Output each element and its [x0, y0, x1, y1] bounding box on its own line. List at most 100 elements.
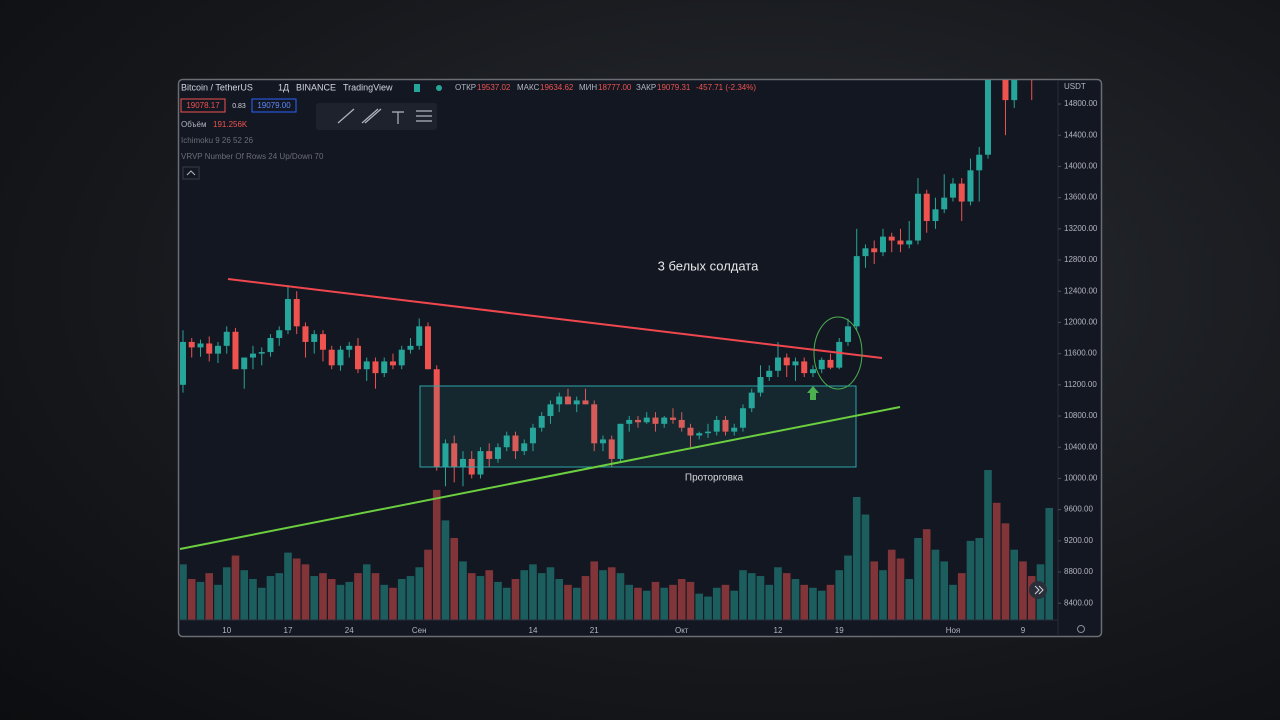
volume-bar [222, 567, 231, 620]
ohlc-value: 18777.00 [598, 83, 632, 92]
candle-body [328, 349, 335, 366]
volume-bar [397, 578, 406, 620]
candle-body [871, 248, 878, 253]
candle-body [809, 369, 816, 374]
volume-bar [844, 555, 852, 620]
volume-bar [791, 578, 800, 620]
volume-bar [319, 573, 327, 620]
y-tick-label: 13600.00 [1064, 193, 1098, 202]
candle-body [722, 419, 729, 432]
ask: 19079.00 [257, 101, 291, 110]
candle-body [407, 345, 414, 350]
x-tick-label: Сен [412, 626, 427, 635]
volume-bar [695, 593, 704, 620]
volume-bar [747, 573, 756, 620]
volume-bar [529, 564, 537, 620]
volume-bar [1010, 549, 1019, 620]
candle-body [573, 400, 580, 405]
candle-body [293, 299, 300, 327]
candle-body [748, 392, 755, 409]
toolbar-icons[interactable] [337, 108, 432, 124]
candle-body [346, 345, 353, 350]
volume-bar [704, 596, 712, 620]
volume-bar [494, 581, 502, 620]
candle-body [731, 427, 738, 432]
volume-bar [187, 578, 196, 620]
volume-bar [774, 567, 782, 620]
volume-bar [292, 558, 301, 620]
candle-body [687, 427, 694, 436]
ohlc-value: 19079.31 [657, 83, 691, 92]
candle-body [451, 443, 458, 467]
candle-body [267, 338, 274, 353]
candle-body [1046, 0, 1052, 34]
ohlc-label: ОТКР [455, 83, 476, 92]
symbol: Bitcoin / TetherUS [181, 82, 253, 92]
volume-bar [380, 584, 389, 620]
volume-bar [327, 578, 336, 620]
candle-body [1020, 51, 1026, 63]
candle-body [232, 331, 239, 370]
y-tick-label: 14000.00 [1064, 162, 1098, 171]
candle-body [459, 458, 466, 467]
volume-bar [354, 573, 362, 620]
candle-body [1011, 80, 1018, 101]
volume-bar [266, 576, 275, 620]
x-tick-label: Окт [675, 626, 689, 635]
candle-body [477, 451, 484, 475]
candle-body [923, 193, 930, 222]
volume-bar [660, 587, 669, 620]
scroll-button[interactable] [1029, 581, 1047, 599]
ohlc-label: ЗАКР [636, 83, 656, 92]
support-line [179, 406, 901, 550]
volume-bar [984, 470, 992, 620]
candle-body [844, 326, 851, 342]
volume-bar [756, 576, 765, 620]
volume-bar [476, 576, 485, 620]
candle-body [372, 361, 379, 374]
volume-bar [975, 537, 984, 620]
candle-body [442, 443, 449, 467]
candle-body [521, 443, 528, 452]
candle-body [1002, 80, 1009, 101]
y-tick-label: 14400.00 [1064, 130, 1098, 139]
y-tick-label: 12000.00 [1064, 318, 1098, 327]
volume-bar [599, 570, 607, 620]
volume-bar [642, 590, 651, 620]
candle-body [381, 361, 388, 374]
candle-body [906, 240, 913, 245]
candle-body [888, 236, 895, 241]
candle-body [652, 417, 659, 424]
candle-body [547, 404, 554, 417]
volume-bar [651, 581, 660, 620]
volume-bar [284, 552, 292, 620]
candle-body [188, 341, 195, 348]
volume-bar [275, 573, 284, 620]
candle-body [529, 427, 536, 444]
candle-body [984, 80, 991, 155]
volume-bar [800, 584, 809, 620]
volume-bar [870, 561, 879, 620]
status-flag [414, 84, 420, 92]
volume-bar [415, 567, 424, 620]
candle-body [897, 240, 904, 245]
settings-icon[interactable] [1077, 625, 1085, 633]
volume-bar [467, 573, 476, 620]
candle-body [180, 341, 186, 385]
collapse-button[interactable] [182, 166, 200, 180]
candle-body [617, 423, 624, 459]
candle-body [276, 330, 283, 339]
candle-body [678, 419, 685, 428]
volume-bar [546, 567, 555, 620]
candle-body [389, 361, 396, 366]
candle-body [337, 349, 344, 366]
x-tick-label: 17 [284, 626, 293, 635]
volume-bar [1027, 576, 1036, 620]
x-tick-label: Ноя [946, 626, 961, 635]
candle-body [853, 256, 860, 327]
candle-body [241, 357, 248, 370]
volume-bar [336, 584, 345, 620]
volume-value: 191.256K [213, 120, 248, 129]
volume-bar [677, 578, 686, 620]
y-tick-label: 11200.00 [1064, 380, 1097, 389]
